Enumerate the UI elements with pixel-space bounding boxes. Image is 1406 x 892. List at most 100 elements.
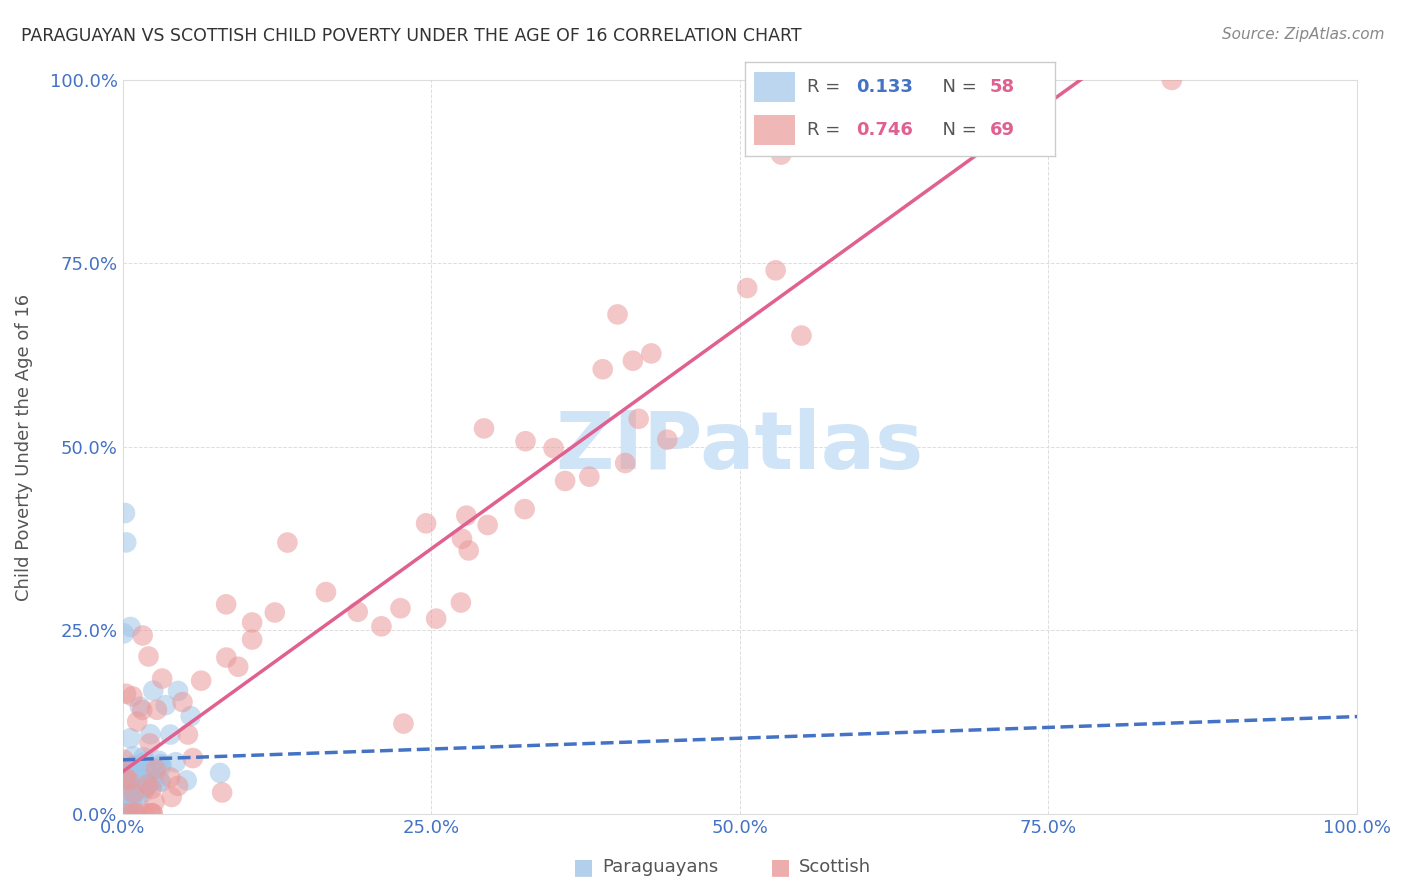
Point — [592, 362, 614, 376]
Point — [640, 346, 662, 360]
Point — [121, 800, 143, 814]
Point — [128, 761, 150, 775]
Point — [136, 763, 159, 777]
Point — [115, 772, 138, 786]
Point — [136, 778, 159, 792]
Point — [315, 585, 337, 599]
Text: ZIPatlas: ZIPatlas — [555, 408, 924, 486]
Point — [226, 659, 249, 673]
Point — [389, 601, 412, 615]
Point — [129, 699, 152, 714]
Point — [450, 595, 472, 609]
Point — [606, 307, 628, 321]
Point — [578, 469, 600, 483]
Point — [117, 803, 139, 817]
Point — [451, 532, 474, 546]
Point — [128, 799, 150, 814]
Point — [125, 782, 148, 797]
Bar — [755, 72, 794, 102]
Point — [129, 781, 152, 796]
Point — [122, 749, 145, 764]
Point — [142, 683, 165, 698]
Point — [211, 785, 233, 799]
Point — [167, 779, 190, 793]
Point — [172, 695, 194, 709]
Point — [477, 518, 499, 533]
Point — [155, 698, 177, 713]
Point — [149, 774, 172, 789]
Point — [114, 771, 136, 785]
Point — [392, 716, 415, 731]
Point — [122, 782, 145, 797]
Point — [554, 474, 576, 488]
Point — [159, 771, 181, 785]
Point — [115, 535, 138, 549]
Text: R =: R = — [807, 121, 846, 139]
Point — [114, 789, 136, 803]
Point — [141, 806, 163, 821]
Point — [657, 433, 679, 447]
Point — [160, 789, 183, 804]
Point — [263, 606, 285, 620]
Point — [132, 806, 155, 821]
Text: N =: N = — [931, 121, 983, 139]
Bar — [755, 115, 794, 145]
Text: PARAGUAYAN VS SCOTTISH CHILD POVERTY UNDER THE AGE OF 16 CORRELATION CHART: PARAGUAYAN VS SCOTTISH CHILD POVERTY UND… — [21, 27, 801, 45]
Point — [790, 328, 813, 343]
Point — [181, 751, 204, 765]
Point — [456, 508, 478, 523]
Point — [145, 762, 167, 776]
Point — [121, 690, 143, 704]
Point — [117, 762, 139, 776]
Point — [513, 502, 536, 516]
Point — [146, 703, 169, 717]
Text: ■: ■ — [574, 857, 593, 877]
Point — [127, 764, 149, 779]
Point — [127, 714, 149, 729]
Point — [135, 780, 157, 795]
Point — [122, 758, 145, 772]
Point — [124, 788, 146, 802]
Point — [134, 771, 156, 785]
Point — [127, 773, 149, 788]
Point — [114, 506, 136, 520]
Point — [627, 411, 650, 425]
Point — [139, 727, 162, 741]
Point — [120, 731, 142, 746]
Point — [415, 516, 437, 531]
Point — [115, 687, 138, 701]
Point — [240, 632, 263, 647]
Point — [112, 626, 135, 640]
Point — [114, 766, 136, 780]
Point — [114, 786, 136, 800]
Point — [215, 650, 238, 665]
Point — [118, 773, 141, 788]
Point — [114, 806, 136, 821]
Point — [132, 750, 155, 764]
Point — [543, 441, 565, 455]
Point — [143, 773, 166, 788]
Text: ■: ■ — [770, 857, 790, 877]
Point — [515, 434, 537, 449]
Point — [425, 612, 447, 626]
Point — [125, 806, 148, 821]
Text: 69: 69 — [990, 121, 1015, 139]
Point — [120, 802, 142, 816]
Point — [150, 759, 173, 773]
Point — [149, 775, 172, 789]
Point — [124, 758, 146, 772]
Point — [614, 456, 637, 470]
Text: R =: R = — [807, 78, 846, 95]
Point — [276, 535, 298, 549]
Point — [1160, 73, 1182, 87]
Text: Paraguayans: Paraguayans — [602, 858, 718, 876]
Point — [177, 727, 200, 741]
Text: N =: N = — [931, 78, 983, 95]
Text: 0.133: 0.133 — [856, 78, 914, 95]
Point — [122, 806, 145, 821]
Point — [115, 801, 138, 815]
Point — [240, 615, 263, 630]
Point — [115, 780, 138, 794]
Point — [346, 605, 368, 619]
Point — [148, 754, 170, 768]
